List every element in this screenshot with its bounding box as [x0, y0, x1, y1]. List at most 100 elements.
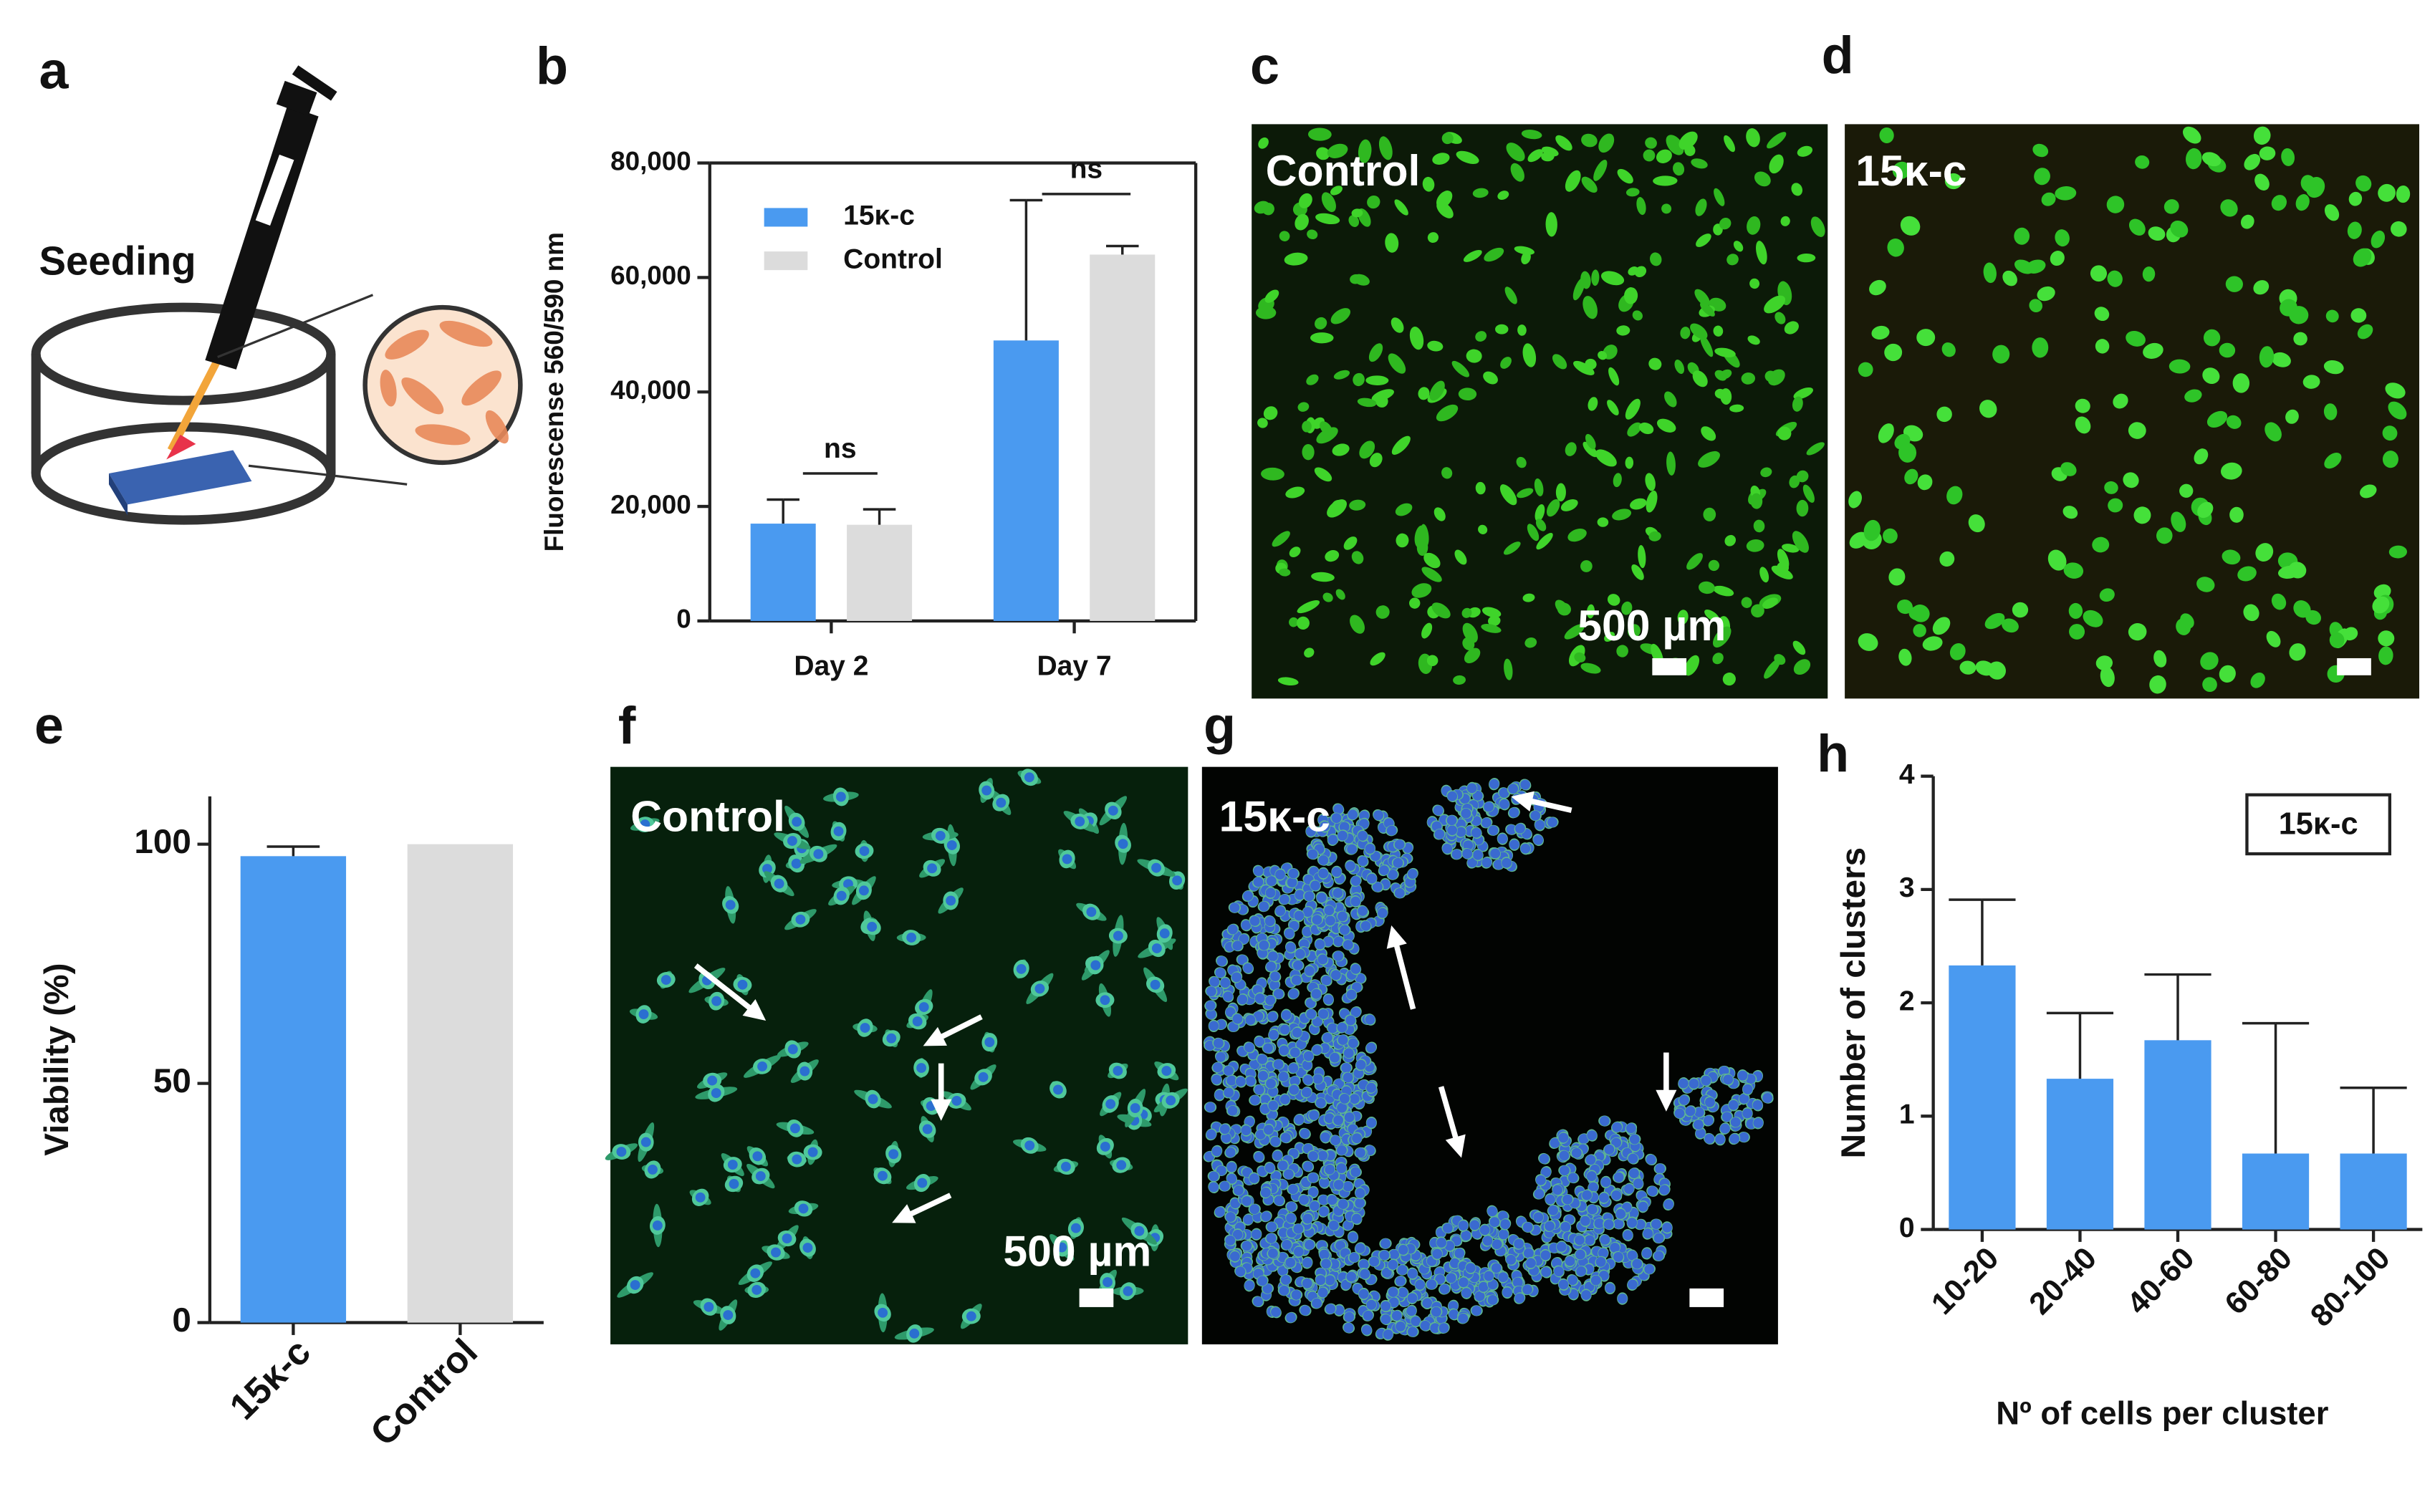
- nucleus: [1267, 1011, 1278, 1022]
- nucleus: [1223, 991, 1234, 1002]
- cell: [1335, 589, 1345, 600]
- nucleus: [1348, 1038, 1358, 1049]
- nucleus: [1478, 1281, 1489, 1292]
- cell: [1944, 173, 1962, 190]
- nucleus: [1206, 1008, 1216, 1019]
- bar: [1949, 965, 2016, 1230]
- nucleus: [1090, 960, 1101, 971]
- nucleus: [1269, 980, 1280, 991]
- nucleus: [1337, 1102, 1348, 1113]
- nucleus: [1632, 1258, 1643, 1269]
- nucleus: [1742, 1108, 1753, 1119]
- cell: [1586, 604, 1595, 619]
- nucleus: [1533, 1212, 1544, 1223]
- cell: [2106, 196, 2125, 213]
- nucleus: [1635, 1219, 1646, 1230]
- cell: [1504, 286, 1517, 304]
- nucleus: [755, 1171, 766, 1182]
- cell: [1534, 478, 1544, 496]
- nucleus: [1305, 966, 1315, 976]
- nucleus: [1590, 1275, 1601, 1286]
- nucleus: [1739, 1132, 1749, 1142]
- cell: [1297, 600, 1320, 614]
- nucleus: [1386, 825, 1397, 836]
- cell: [1574, 652, 1586, 663]
- nucleus: [762, 864, 772, 874]
- cell: [2037, 286, 2055, 302]
- cell: [1580, 560, 1593, 572]
- nucleus: [1321, 975, 1332, 986]
- nucleus: [1407, 1268, 1418, 1279]
- cell: [1720, 388, 1732, 405]
- nucleus: [1288, 1184, 1298, 1195]
- cell: [1289, 617, 1299, 627]
- cell: [2032, 143, 2049, 158]
- cell: [1429, 380, 1445, 401]
- nucleus: [1678, 1078, 1689, 1089]
- nucleus: [1205, 1102, 1216, 1112]
- nucleus: [1604, 1144, 1615, 1155]
- nucleus: [1263, 1043, 1273, 1054]
- nucleus: [1253, 866, 1264, 877]
- nucleus: [1406, 1306, 1417, 1316]
- nucleus: [1343, 1072, 1353, 1083]
- nucleus: [1431, 1306, 1441, 1317]
- nucleus: [1434, 829, 1445, 839]
- cell: [1764, 295, 1786, 314]
- cell: [1932, 617, 1951, 635]
- nucleus: [1253, 877, 1264, 887]
- nucleus: [1489, 1217, 1500, 1228]
- nucleus: [1571, 1147, 1582, 1158]
- nucleus: [1267, 1248, 1278, 1258]
- nucleus: [1605, 1283, 1615, 1294]
- cell: [1900, 216, 1921, 236]
- nucleus: [1206, 986, 1216, 997]
- cells: [605, 126, 2411, 1343]
- nucleus: [1600, 1235, 1610, 1245]
- cell: [2360, 484, 2377, 499]
- nucleus: [1358, 830, 1368, 841]
- nucleus: [1341, 1279, 1351, 1290]
- nucleus: [1623, 1230, 1633, 1241]
- nucleus: [1550, 1137, 1560, 1148]
- annotation: ns: [1070, 154, 1103, 185]
- nucleus: [1209, 1171, 1219, 1182]
- cell: [1713, 626, 1732, 648]
- nucleus: [1613, 1251, 1623, 1262]
- cell: [1898, 442, 1917, 463]
- nucleus: [1249, 1204, 1260, 1215]
- nucleus: [1446, 1273, 1456, 1284]
- nucleus: [1206, 1129, 1216, 1140]
- cell: [1680, 327, 1691, 340]
- cell: [1359, 440, 1375, 459]
- nucleus: [752, 1151, 763, 1162]
- nucleus: [1061, 1161, 1071, 1172]
- cell: [2288, 562, 2307, 579]
- nucleus: [1278, 1228, 1289, 1238]
- nucleus: [1506, 1254, 1517, 1265]
- cell: [1810, 216, 1825, 237]
- cell: [2050, 251, 2065, 266]
- cell: [1545, 212, 1557, 237]
- cell: [1696, 233, 1711, 247]
- nucleus: [1379, 865, 1389, 875]
- nucleus: [1366, 1299, 1377, 1310]
- cell: [2222, 549, 2241, 565]
- cell: [1441, 467, 1453, 479]
- nucleus: [1469, 1220, 1480, 1231]
- nucleus: [798, 1203, 809, 1214]
- micrograph: [610, 766, 1188, 1344]
- nucleus: [695, 1192, 706, 1203]
- arrow-head: [1656, 1089, 1677, 1112]
- nucleus: [1581, 1290, 1592, 1301]
- nucleus: [787, 836, 797, 846]
- nucleus: [1506, 824, 1517, 835]
- cell: [1708, 559, 1720, 572]
- cell: [1350, 274, 1362, 284]
- legend-swatch: [764, 251, 808, 271]
- nucleus: [1535, 1175, 1546, 1185]
- nucleus: [1259, 901, 1269, 912]
- cell: [2281, 148, 2295, 166]
- cell: [1521, 251, 1531, 265]
- panel-label: d: [1822, 25, 1854, 85]
